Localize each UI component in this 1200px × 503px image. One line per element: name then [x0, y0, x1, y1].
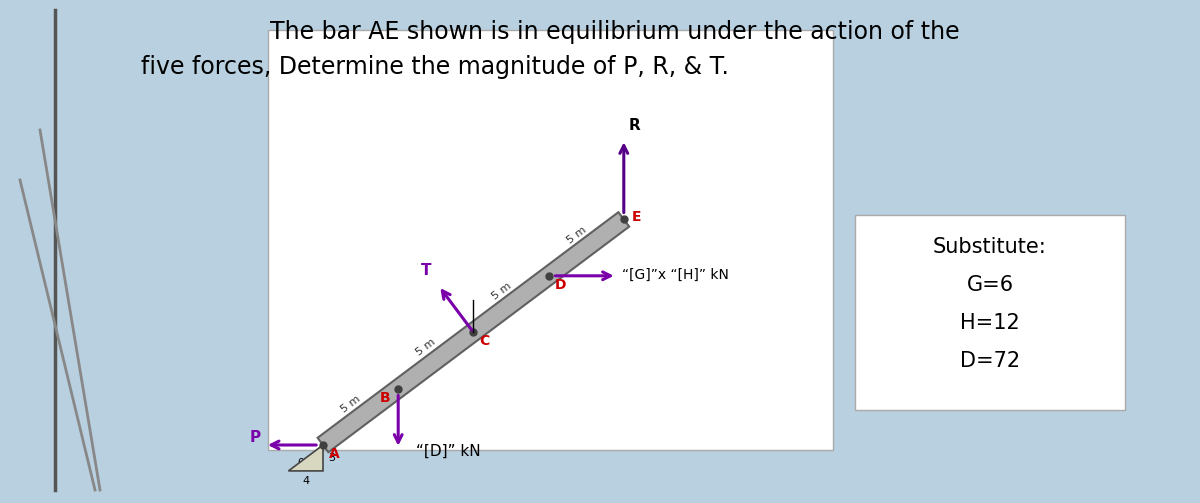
Text: G=6: G=6 — [966, 275, 1014, 295]
Text: “[G]”x “[H]” kN: “[G]”x “[H]” kN — [622, 268, 728, 282]
Text: D=72: D=72 — [960, 351, 1020, 371]
Polygon shape — [318, 212, 629, 452]
Bar — [268, 30, 833, 450]
Text: 3: 3 — [328, 453, 335, 463]
Text: Substitute:: Substitute: — [934, 237, 1046, 257]
Text: 5 m: 5 m — [565, 224, 588, 245]
Text: E: E — [631, 210, 641, 224]
Text: D: D — [554, 278, 566, 292]
Text: C: C — [480, 334, 490, 348]
Text: P: P — [250, 430, 262, 445]
Text: T: T — [421, 263, 432, 278]
Text: H=12: H=12 — [960, 313, 1020, 333]
Text: The bar AE shown is in equilibrium under the action of the: The bar AE shown is in equilibrium under… — [270, 20, 960, 44]
Text: five forces, Determine the magnitude of P, R, & T.: five forces, Determine the magnitude of … — [142, 55, 728, 79]
Text: “[D]” kN: “[D]” kN — [416, 444, 480, 459]
Text: B: B — [379, 391, 390, 404]
Text: 5 m: 5 m — [490, 281, 512, 302]
Text: 5 m: 5 m — [340, 393, 362, 414]
Text: 5 m: 5 m — [415, 337, 438, 358]
Bar — [854, 215, 1126, 410]
Text: 4: 4 — [302, 476, 310, 486]
Text: R: R — [629, 118, 641, 133]
Polygon shape — [288, 445, 323, 471]
Text: θ: θ — [298, 458, 304, 468]
Text: θ: θ — [484, 310, 491, 323]
Text: A: A — [329, 447, 340, 461]
